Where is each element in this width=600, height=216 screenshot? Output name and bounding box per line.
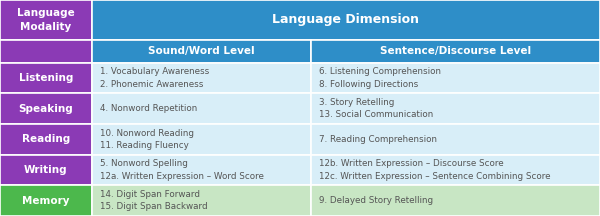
Bar <box>311 93 600 124</box>
Bar <box>92 124 311 155</box>
Bar <box>311 185 600 216</box>
Bar <box>92 0 600 40</box>
Bar <box>0 40 92 63</box>
Bar <box>0 124 92 155</box>
Text: Sentence/Discourse Level: Sentence/Discourse Level <box>380 46 531 56</box>
Bar <box>0 155 92 185</box>
Bar <box>0 93 92 124</box>
Text: Reading: Reading <box>22 134 70 144</box>
Bar <box>0 185 92 216</box>
Text: Listening: Listening <box>19 73 73 83</box>
Bar <box>92 63 311 93</box>
Text: 10. Nonword Reading
11. Reading Fluency: 10. Nonword Reading 11. Reading Fluency <box>100 129 194 150</box>
Text: 5. Nonword Spelling
12a. Written Expression – Word Score: 5. Nonword Spelling 12a. Written Express… <box>100 159 264 181</box>
Text: 9. Delayed Story Retelling: 9. Delayed Story Retelling <box>319 196 433 205</box>
Text: 1. Vocabulary Awareness
2. Phonemic Awareness: 1. Vocabulary Awareness 2. Phonemic Awar… <box>100 67 209 89</box>
Bar <box>92 155 311 185</box>
Text: Memory: Memory <box>22 196 70 206</box>
Bar <box>311 155 600 185</box>
Text: 7. Reading Comprehension: 7. Reading Comprehension <box>319 135 437 144</box>
Bar <box>311 63 600 93</box>
Text: Language
Modality: Language Modality <box>17 8 75 32</box>
Bar <box>92 185 311 216</box>
Text: 14. Digit Span Forward
15. Digit Span Backward: 14. Digit Span Forward 15. Digit Span Ba… <box>100 190 208 211</box>
Bar <box>311 124 600 155</box>
Bar <box>0 63 92 93</box>
Text: 4. Nonword Repetition: 4. Nonword Repetition <box>100 104 197 113</box>
Text: Language Dimension: Language Dimension <box>272 13 419 27</box>
Text: Sound/Word Level: Sound/Word Level <box>148 46 254 56</box>
Text: Speaking: Speaking <box>19 104 73 114</box>
Text: 3. Story Retelling
13. Social Communication: 3. Story Retelling 13. Social Communicat… <box>319 98 433 119</box>
Bar <box>92 93 311 124</box>
Bar <box>311 40 600 63</box>
Text: 12b. Written Expression – Discourse Score
12c. Written Expression – Sentence Com: 12b. Written Expression – Discourse Scor… <box>319 159 551 181</box>
Text: 6. Listening Comprehension
8. Following Directions: 6. Listening Comprehension 8. Following … <box>319 67 441 89</box>
Bar <box>92 40 311 63</box>
Bar <box>0 0 92 40</box>
Text: Writing: Writing <box>24 165 68 175</box>
